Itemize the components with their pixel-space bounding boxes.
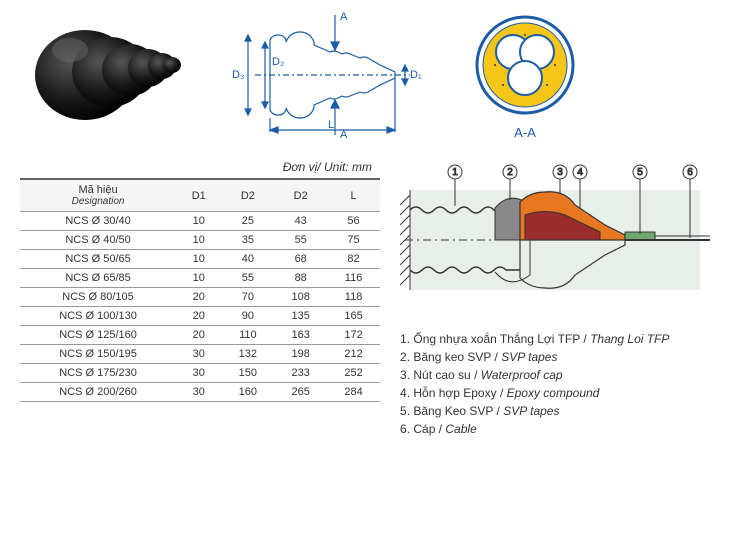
dim-d3-label: D₃ — [232, 69, 244, 81]
legend-item: 1. Ống nhựa xoắn Thắng Lợi TFP / Thang L… — [400, 330, 720, 348]
legend-list: 1. Ống nhựa xoắn Thắng Lợi TFP / Thang L… — [400, 330, 720, 438]
table-row: NCS Ø 65/85105588116 — [20, 269, 380, 288]
svg-text:4: 4 — [577, 167, 583, 178]
table-header-row: Mã hiệuDesignation D1 D2 D2 L — [20, 179, 380, 212]
dim-d1-label: D₁ — [410, 69, 422, 81]
svg-text:2: 2 — [507, 167, 513, 178]
legend-item: 6. Cáp / Cable — [400, 420, 720, 438]
th-d2b: D2 — [274, 179, 327, 212]
table-row: NCS Ø 175/23030150233252 — [20, 364, 380, 383]
table-row: NCS Ø 80/1052070108118 — [20, 288, 380, 307]
svg-text:3: 3 — [557, 167, 563, 178]
svg-text:6: 6 — [687, 167, 693, 178]
dim-l-label: L — [328, 119, 334, 131]
section-label: A-A — [460, 125, 590, 140]
table-row: NCS Ø 125/16020110163172 — [20, 326, 380, 345]
dim-d2-label: D₂ — [272, 56, 284, 68]
dim-a-bot: A — [340, 129, 348, 140]
cutaway-diagram: 1 2 3 4 5 6 — [400, 160, 720, 320]
product-image — [30, 10, 190, 130]
table-row: NCS Ø 40/5010355575 — [20, 231, 380, 250]
table-row: NCS Ø 100/1302090135165 — [20, 307, 380, 326]
dimension-diagram: D₃ D₂ D₁ A A L — [210, 10, 440, 140]
unit-label: Đơn vị/ Unit: mm — [20, 160, 380, 174]
legend-item: 4. Hỗn hợp Epoxy / Epoxy compound — [400, 384, 720, 402]
left-column: Đơn vị/ Unit: mm Mã hiệuDesignation D1 D… — [20, 160, 380, 438]
th-d2a: D2 — [221, 179, 274, 212]
th-d1: D1 — [176, 179, 221, 212]
th-l: L — [327, 179, 380, 212]
svg-text:1: 1 — [452, 167, 458, 178]
top-section: D₃ D₂ D₁ A A L A-A — [0, 0, 733, 140]
right-column: 1 2 3 4 5 6 1. Ống nhựa xoắn Thắng Lợi T… — [400, 160, 720, 438]
unit-en: Unit: mm — [321, 160, 372, 174]
legend-item: 2. Băng keo SVP / SVP tapes — [400, 348, 720, 366]
table-row: NCS Ø 150/19530132198212 — [20, 345, 380, 364]
cross-section-diagram: A-A — [460, 10, 590, 140]
unit-vi: Đơn vị/ — [283, 160, 321, 174]
spec-table: Mã hiệuDesignation D1 D2 D2 L NCS Ø 30/4… — [20, 178, 380, 402]
table-row: NCS Ø 50/6510406882 — [20, 250, 380, 269]
th-designation: Mã hiệuDesignation — [20, 179, 176, 212]
table-row: NCS Ø 200/26030160265284 — [20, 383, 380, 402]
dim-a-top: A — [340, 11, 348, 23]
legend-item: 5. Băng Keo SVP / SVP tapes — [400, 402, 720, 420]
mid-section: Đơn vị/ Unit: mm Mã hiệuDesignation D1 D… — [0, 140, 733, 438]
legend-item: 3. Nút cao su / Waterproof cap — [400, 366, 720, 384]
svg-text:5: 5 — [637, 167, 643, 178]
table-row: NCS Ø 30/4010254356 — [20, 212, 380, 231]
